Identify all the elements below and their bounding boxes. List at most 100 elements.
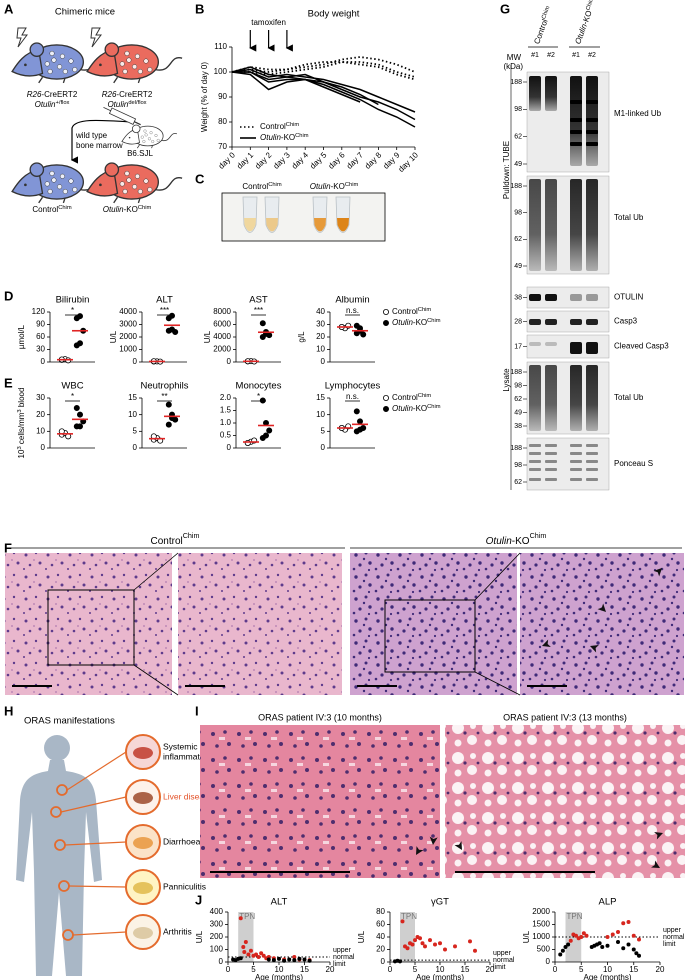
data-point: [73, 404, 80, 411]
connector: [68, 885, 127, 888]
legend-label-part: Control: [260, 122, 286, 131]
y-tick-label: 0: [321, 443, 326, 452]
significance: *: [257, 392, 260, 401]
mouse-spot: [124, 170, 130, 176]
y-tick-label: 4000: [213, 332, 231, 341]
panel-letter: E: [4, 375, 13, 390]
data-point: [353, 408, 360, 415]
y-tick-label: 0: [227, 357, 232, 366]
legend-label-part: Chim: [427, 318, 441, 324]
control-line: [231, 61, 416, 81]
chart-title: γGT: [431, 897, 449, 908]
chimera-label-part: Control: [32, 205, 58, 214]
genotype-part: del/flox: [128, 100, 146, 106]
group-label-part: Chim: [541, 5, 551, 20]
tube-label: Otulin-KOChim: [310, 182, 359, 192]
y-tick-label: 4000: [119, 307, 137, 316]
genotype-part: R26: [102, 90, 117, 99]
genotype: R26-CreERT2: [27, 90, 78, 99]
x-axis-label: Age (months): [416, 973, 464, 980]
mouse: [11, 42, 108, 84]
data-point: [468, 939, 472, 944]
connector: [60, 796, 127, 813]
mouse-spot: [143, 178, 149, 184]
data-point: [626, 942, 631, 947]
chart-title: WBC: [61, 381, 83, 392]
panel-letter: H: [4, 703, 13, 718]
y-tick-label: 15: [128, 393, 137, 402]
x-tick-label: day 6: [326, 150, 347, 171]
tube-label-part: Otulin: [310, 182, 331, 191]
y-tick-label: 40: [316, 307, 325, 316]
mouse-ear: [131, 124, 141, 134]
y-axis-label: g/L: [297, 331, 306, 343]
legend-marker: [382, 319, 389, 326]
body-marker: [62, 929, 74, 941]
blot-band: [545, 294, 557, 301]
histology-image: [200, 725, 440, 878]
y-tick-label: 1000: [532, 932, 550, 941]
y-tick-label: 100: [210, 945, 224, 954]
y-tick-label: 0: [321, 357, 326, 366]
blot-band: [570, 319, 582, 325]
shade: [400, 912, 415, 962]
y-tick-label: 10: [316, 410, 325, 419]
shade-label: TPN: [567, 912, 583, 921]
mouse-spot: [144, 133, 148, 137]
syringe-barrel: [108, 107, 137, 125]
icon-detail: [133, 792, 153, 804]
x-tick-label: day 0: [217, 150, 238, 171]
x-tick-label: 0: [226, 965, 231, 974]
x-tick-label: 5: [413, 965, 418, 974]
legend-label-part: Otulin: [392, 404, 413, 413]
blot-band: [570, 452, 582, 455]
tube-label-part: Control: [242, 182, 268, 191]
data-point: [244, 439, 251, 446]
blot-label: Total Ub: [614, 213, 644, 222]
section-label: Lysate: [502, 368, 511, 392]
blot-lane: [586, 365, 598, 431]
y-tick-label: 2000: [532, 907, 550, 916]
transfer-arrow: [70, 119, 133, 164]
data-point: [597, 941, 602, 946]
chimera-label-part: Chim: [58, 205, 72, 211]
mouse-spot: [147, 187, 153, 193]
legend-label-part: -KO: [281, 133, 295, 142]
y-tick-label: 8000: [213, 307, 231, 316]
x-tick-label: 5: [579, 965, 584, 974]
data-point: [579, 935, 584, 939]
y-tick-label: 110: [214, 42, 227, 51]
data-point: [600, 945, 605, 949]
mouse-ear: [29, 42, 45, 57]
mouse-ear: [29, 162, 45, 177]
data-point: [302, 957, 307, 962]
mouse-ear: [104, 162, 120, 177]
blot-label: OTULIN: [614, 293, 644, 302]
y-axis-label-part: 10: [17, 449, 26, 458]
mouse-spot: [143, 58, 149, 64]
y-axis-label: µmol/L: [17, 324, 26, 349]
limit-label: limit: [663, 941, 675, 948]
data-point: [241, 945, 246, 949]
group-label-part: Chim: [530, 531, 547, 540]
significance: *: [71, 306, 74, 315]
chart-title: ALT: [156, 295, 173, 306]
y-tick-label: 3000: [119, 320, 137, 329]
data-point: [637, 937, 641, 942]
zoom-box: [384, 599, 476, 673]
y-tick-label: 100: [214, 67, 228, 76]
data-point: [568, 938, 573, 943]
mw-label: 188: [510, 79, 522, 86]
mw-label: 98: [514, 210, 522, 217]
icon-detail: [133, 927, 153, 939]
control-line: [232, 61, 416, 78]
data-point: [242, 950, 247, 954]
chart-title: Bilirubin: [56, 295, 90, 306]
blot-band: [570, 478, 582, 481]
panel-letter: B: [195, 1, 204, 16]
data-point: [259, 951, 264, 956]
y-tick-label: 0: [41, 443, 46, 452]
blot-band: [545, 460, 557, 463]
mouse-spot: [57, 184, 63, 190]
zoom-line: [133, 664, 179, 696]
